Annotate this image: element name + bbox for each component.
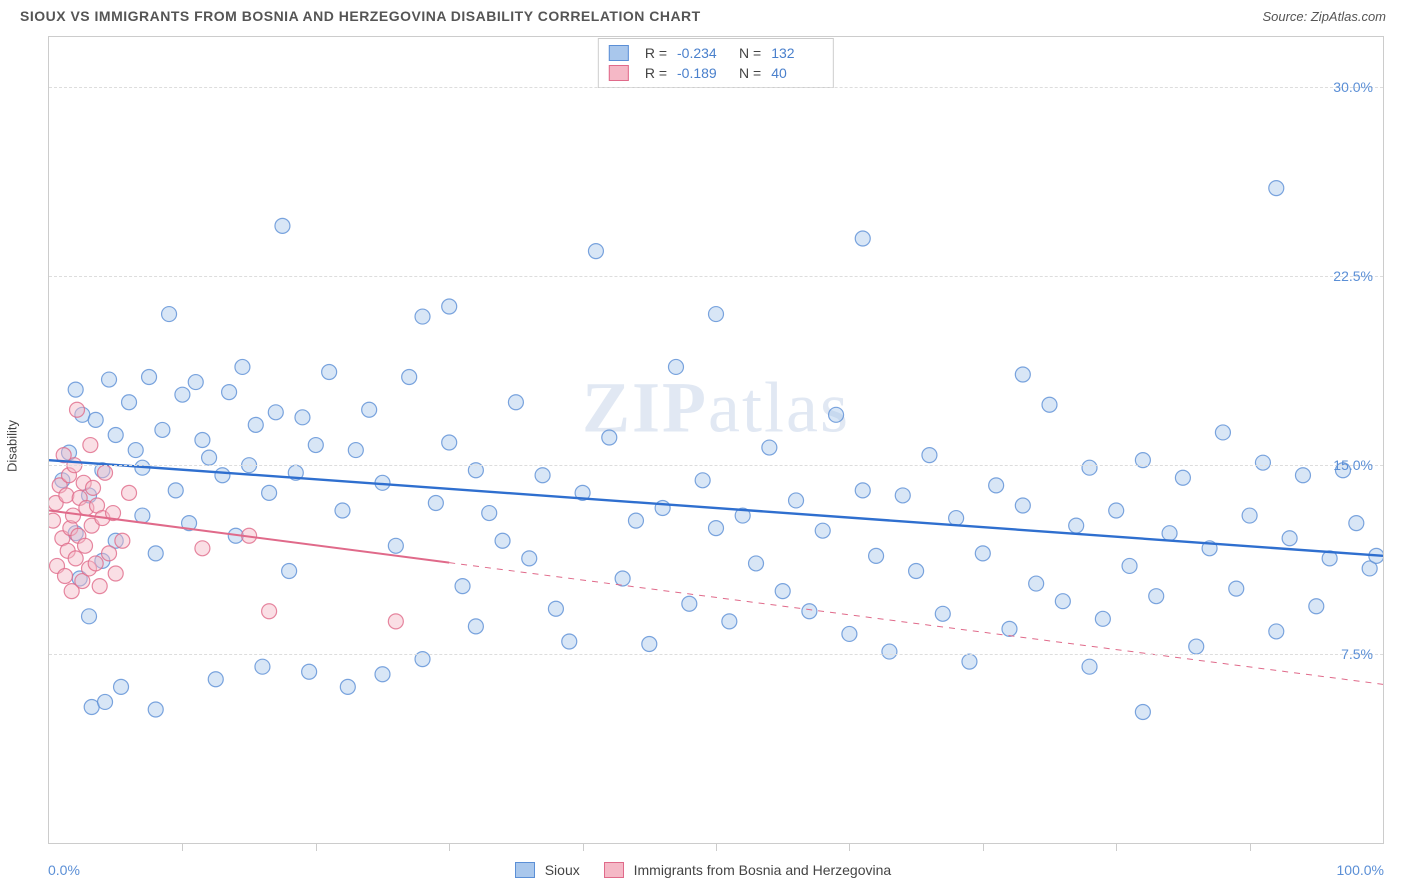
- y-tick-label: 7.5%: [1341, 646, 1373, 662]
- chart-title: SIOUX VS IMMIGRANTS FROM BOSNIA AND HERZ…: [20, 8, 701, 24]
- y-tick-label: 22.5%: [1333, 268, 1373, 284]
- legend-swatch-icon: [609, 45, 629, 61]
- scatter-svg: [49, 37, 1383, 843]
- y-axis-label: Disability: [5, 420, 20, 472]
- stat-n-value: 132: [771, 45, 823, 61]
- stat-n-label: N =: [739, 65, 761, 81]
- legend-row: R = -0.234 N = 132: [609, 43, 823, 63]
- stat-r-value: -0.234: [677, 45, 729, 61]
- y-tick-label: 30.0%: [1333, 79, 1373, 95]
- legend-item: Sioux: [515, 862, 580, 878]
- legend-swatch-icon: [515, 862, 535, 878]
- legend-label: Sioux: [545, 862, 580, 878]
- legend-item: Immigrants from Bosnia and Herzegovina: [604, 862, 891, 878]
- correlation-legend: R = -0.234 N = 132 R = -0.189 N = 40: [598, 38, 834, 88]
- stat-r-label: R =: [645, 65, 667, 81]
- source-label: Source: ZipAtlas.com: [1262, 9, 1386, 24]
- legend-row: R = -0.189 N = 40: [609, 63, 823, 83]
- series-legend: Sioux Immigrants from Bosnia and Herzego…: [0, 862, 1406, 878]
- plot-area: ZIPatlas R = -0.234 N = 132 R = -0.189 N…: [48, 36, 1384, 844]
- y-tick-label: 15.0%: [1333, 457, 1373, 473]
- legend-swatch-icon: [604, 862, 624, 878]
- stat-r-label: R =: [645, 45, 667, 61]
- stat-n-label: N =: [739, 45, 761, 61]
- stat-n-value: 40: [771, 65, 823, 81]
- legend-swatch-icon: [609, 65, 629, 81]
- legend-label: Immigrants from Bosnia and Herzegovina: [634, 862, 892, 878]
- stat-r-value: -0.189: [677, 65, 729, 81]
